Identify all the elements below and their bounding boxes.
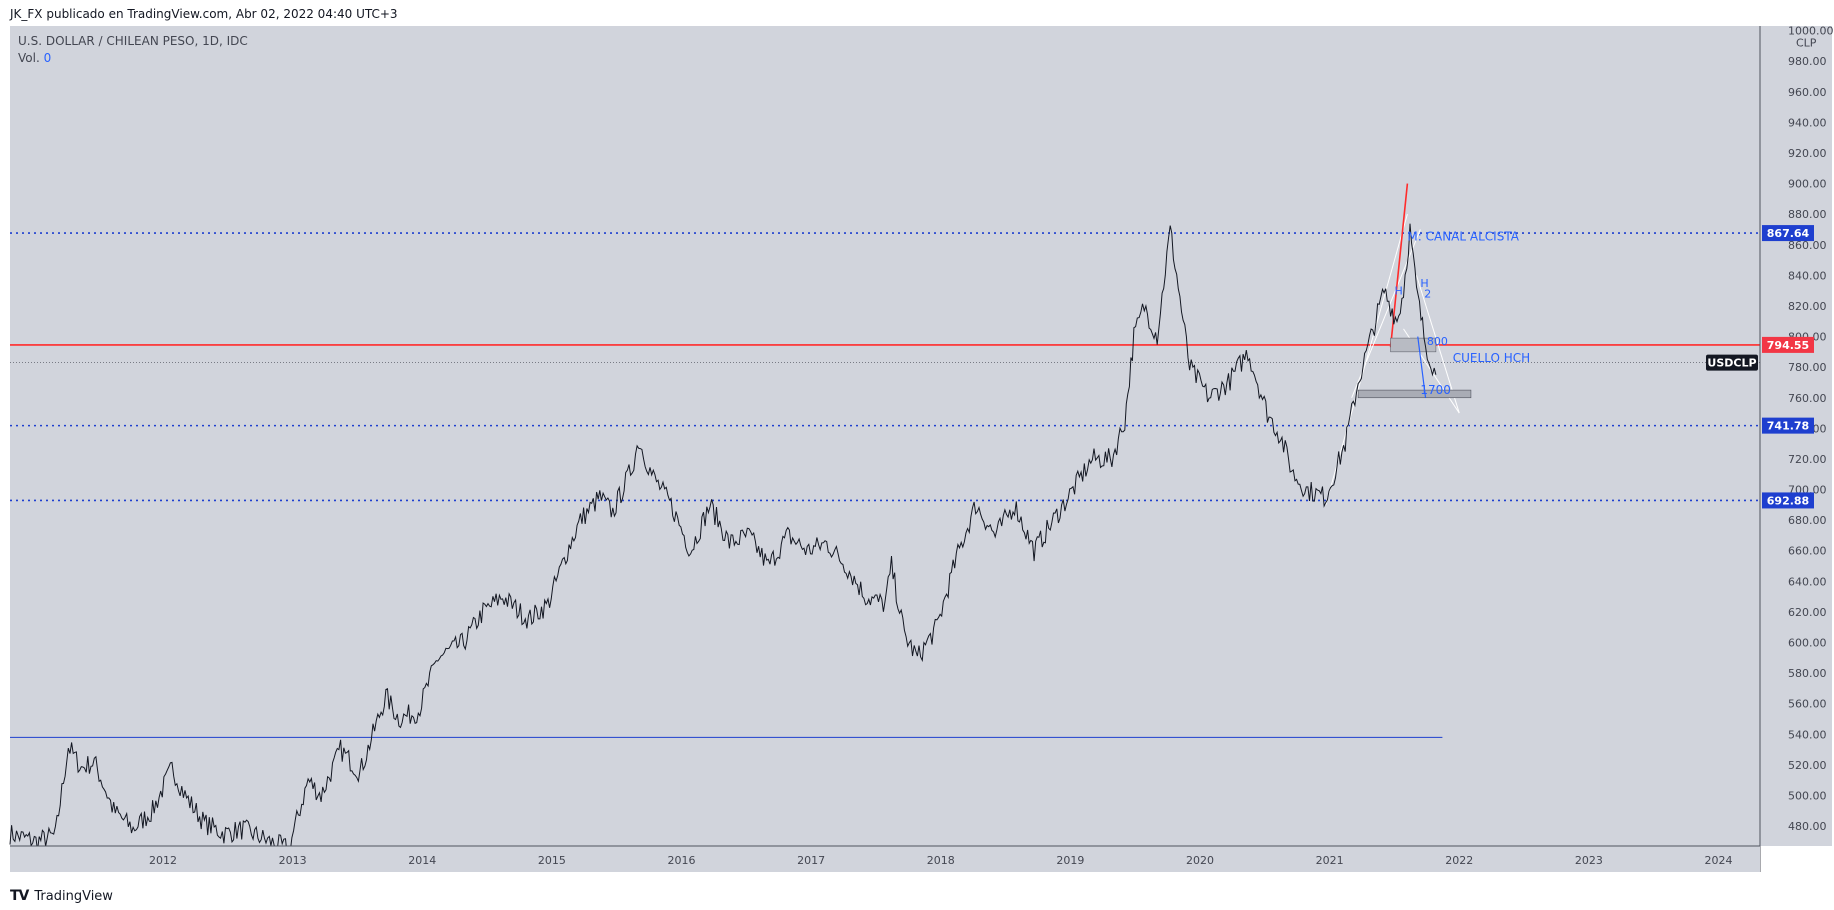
x-tick-label: 2013 [279,854,307,867]
brand-footer[interactable]: 𝗧𝗩 TradingView [10,886,113,906]
y-tick-label: 720.00 [1788,453,1827,466]
price-tag-label: 867.64 [1767,227,1810,240]
x-tick-label: 2023 [1575,854,1603,867]
x-tick-label: 2018 [927,854,955,867]
annotation-label: 800 [1427,335,1448,348]
support-box [1357,389,1472,399]
price-series-line [9,223,1437,855]
price-tag-label: 741.78 [1767,420,1809,433]
price-tag-label: 794.55 [1767,339,1809,352]
time-axis[interactable]: 2012 2013 2014 2015 2016 2017 2018 2019 2020 2021… [10,845,1760,872]
y-tick-label: 760.00 [1788,392,1827,405]
price-tag-box [1762,225,1814,242]
x-tick-label: 2021 [1316,854,1344,867]
price-tag-box [1762,492,1814,509]
y-tick-label: 920.00 [1788,147,1827,160]
volume-value: 0 [43,51,52,65]
y-tick-label: 640.00 [1788,575,1827,588]
y-tick-label: 620.00 [1788,606,1827,619]
y-tick-label: 480.00 [1788,820,1827,833]
price-tag-label: 692.88 [1767,494,1809,507]
annotation-arrow [1417,336,1427,398]
y-tick-label: 680.00 [1788,514,1827,527]
x-tick-label: 2020 [1186,854,1214,867]
x-tick-label: 2017 [797,854,825,867]
price-axis-panel [1760,26,1832,846]
y-tick-label: 960.00 [1788,86,1827,99]
horizontal-levels [10,232,1760,738]
x-tick-label: 2024 [1705,854,1733,867]
y-tick-label: 540.00 [1788,728,1827,741]
volume-label: Vol. [18,51,40,65]
x-tick-label: 2016 [667,854,695,867]
x-tick-label: 2014 [408,854,436,867]
y-tick-label: 520.00 [1788,759,1827,772]
annotation-label: H [1394,285,1402,298]
y-tick-label: 880.00 [1788,208,1827,221]
annotation-label: 2 [1424,288,1431,301]
y-tick-label: 940.00 [1788,116,1827,129]
publisher-header: JK_FX publicado en TradingView.com, Abr … [10,4,398,24]
y-tick-label: 860.00 [1788,239,1827,252]
y-tick-label: 660.00 [1788,545,1827,558]
x-tick-label: 2022 [1445,854,1473,867]
annotation-label: 1700 [1420,383,1451,397]
symbol-tag-box [1706,354,1758,371]
y-tick-label: 580.00 [1788,667,1827,680]
symbol-legend-text: U.S. DOLLAR / CHILEAN PESO, 1D, IDC [18,34,248,48]
y-tick-label: 980.00 [1788,55,1827,68]
plot-background [10,26,1760,846]
annotation-label: CUELLO HCH [1453,351,1530,365]
currency-unit-label: CLP [1796,37,1817,50]
price-axis[interactable]: 480.00 500.00 520.00 540.00 560.00 580.00 600.… [1759,25,1834,872]
volume-legend: Vol. 0 [18,51,51,65]
y-tick-label: 900.00 [1788,178,1827,191]
y-tick-label: 560.00 [1788,698,1827,711]
y-tick-label: 840.00 [1788,269,1827,282]
brand-name: TradingView [34,888,113,904]
y-tick-label: 1000.00 [1788,25,1834,38]
y-tick-label: 600.00 [1788,637,1827,650]
x-tick-label: 2019 [1056,854,1084,867]
annotation-label: M: CANAL ALCISTA [1407,230,1519,244]
y-tick-label: 820.00 [1788,300,1827,313]
x-tick-label: 2015 [538,854,566,867]
symbol-legend: U.S. DOLLAR / CHILEAN PESO, 1D, IDC [18,34,248,48]
x-tick-label: 2012 [149,854,177,867]
time-axis-panel [10,846,1760,872]
annotation-label: H [1420,277,1428,290]
y-tick-label: 780.00 [1788,361,1827,374]
tradingview-logo-icon: 𝗧𝗩 [10,888,29,904]
price-tag-box [1762,417,1814,434]
symbol-tag-label: USDCLP [1707,357,1756,370]
publisher-line: JK_FX publicado en TradingView.com, Abr … [10,7,398,21]
y-tick-label: 500.00 [1788,790,1827,803]
price-tags: 867.64 794.55 741.78 692.88 USDCLP [1706,225,1814,509]
price-tag-box [1762,336,1814,353]
